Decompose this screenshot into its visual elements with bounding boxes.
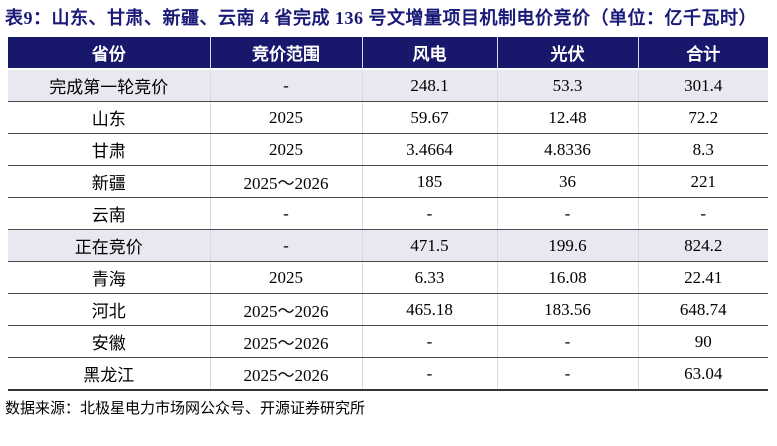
table-cell: 正在竞价	[8, 229, 210, 262]
table-cell: 12.48	[496, 101, 638, 134]
table-cell: -	[637, 197, 768, 230]
table-title: 表9：山东、甘肃、新疆、云南 4 省完成 136 号文增量项目机制电价竞价（单位…	[5, 8, 757, 28]
col-header-province: 省份	[8, 37, 210, 70]
table-row-qinghai: 青海 2025 6.33 16.08 22.41	[8, 261, 768, 294]
table-cell: 2025	[209, 261, 362, 294]
table-cell: 16.08	[496, 261, 638, 294]
table-cell: 新疆	[8, 165, 210, 198]
table-row-gansu: 甘肃 2025 3.4664 4.8336 8.3	[8, 133, 768, 166]
table-cell: 185	[361, 165, 497, 198]
table-cell: 甘肃	[8, 133, 210, 166]
table-cell: 90	[637, 325, 768, 358]
bidding-table: 省份 竞价范围 风电 光伏 合计 完成第一轮竞价 - 248.1 53.3 30…	[8, 37, 768, 391]
table-cell: -	[496, 357, 638, 391]
table-cell: 黑龙江	[8, 357, 210, 391]
table-row-yunnan: 云南 - - - -	[8, 197, 768, 230]
table-cell: 301.4	[637, 69, 768, 102]
table-cell: 8.3	[637, 133, 768, 166]
table-cell: 199.6	[496, 229, 638, 262]
table-cell: 2025～2026	[209, 165, 362, 198]
table-cell: 2025	[209, 133, 362, 166]
table-cell: 183.56	[496, 293, 638, 326]
table-cell: 59.67	[361, 101, 497, 134]
table-body: 完成第一轮竞价 - 248.1 53.3 301.4 山东 2025 59.67…	[8, 69, 768, 391]
table-cell: 2025～2026	[209, 325, 362, 358]
table-cell: 河北	[8, 293, 210, 326]
col-header-solar: 光伏	[496, 37, 638, 70]
col-header-bid-range: 竞价范围	[209, 37, 362, 70]
table-cell: 824.2	[637, 229, 768, 262]
table-cell: 6.33	[361, 261, 497, 294]
header-row: 省份 竞价范围 风电 光伏 合计	[8, 37, 768, 70]
table-row-xinjiang: 新疆 2025～2026 185 36 221	[8, 165, 768, 198]
table-cell: 2025	[209, 101, 362, 134]
table-cell: 465.18	[361, 293, 497, 326]
table-row-shandong: 山东 2025 59.67 12.48 72.2	[8, 101, 768, 134]
table-row-in-progress: 正在竞价 - 471.5 199.6 824.2	[8, 229, 768, 262]
table-cell: 22.41	[637, 261, 768, 294]
table-cell: -	[496, 197, 638, 230]
table-cell: 山东	[8, 101, 210, 134]
table-cell: 2025～2026	[209, 293, 362, 326]
table-cell: 248.1	[361, 69, 497, 102]
table-cell: 安徽	[8, 325, 210, 358]
table-row-hebei: 河北 2025～2026 465.18 183.56 648.74	[8, 293, 768, 326]
table-row-anhui: 安徽 2025～2026 - - 90	[8, 325, 768, 358]
table-cell: 63.04	[637, 357, 768, 391]
col-header-wind: 风电	[361, 37, 497, 70]
table-cell: 53.3	[496, 69, 638, 102]
table-cell: 648.74	[637, 293, 768, 326]
data-source-note: 数据来源：北极星电力市场网公众号、开源证券研究所	[5, 401, 366, 417]
table-cell: -	[361, 197, 497, 230]
table-cell: 4.8336	[496, 133, 638, 166]
table-cell: -	[496, 325, 638, 358]
table-cell: -	[209, 69, 362, 102]
table-cell: 完成第一轮竞价	[8, 69, 210, 102]
table-cell: 3.4664	[361, 133, 497, 166]
col-header-total: 合计	[637, 37, 768, 70]
table-cell: 221	[637, 165, 768, 198]
table-cell: -	[209, 197, 362, 230]
table-cell: 青海	[8, 261, 210, 294]
table-cell: -	[209, 229, 362, 262]
table-cell: 36	[496, 165, 638, 198]
table-cell: 云南	[8, 197, 210, 230]
table-cell: 72.2	[637, 101, 768, 134]
table-cell: 2025～2026	[209, 357, 362, 391]
table-cell: 471.5	[361, 229, 497, 262]
table-cell: -	[361, 325, 497, 358]
table-row-heilongjiang: 黑龙江 2025～2026 - - 63.04	[8, 357, 768, 391]
table-row-round1: 完成第一轮竞价 - 248.1 53.3 301.4	[8, 69, 768, 102]
table-cell: -	[361, 357, 497, 391]
table-header: 省份 竞价范围 风电 光伏 合计	[8, 37, 768, 70]
